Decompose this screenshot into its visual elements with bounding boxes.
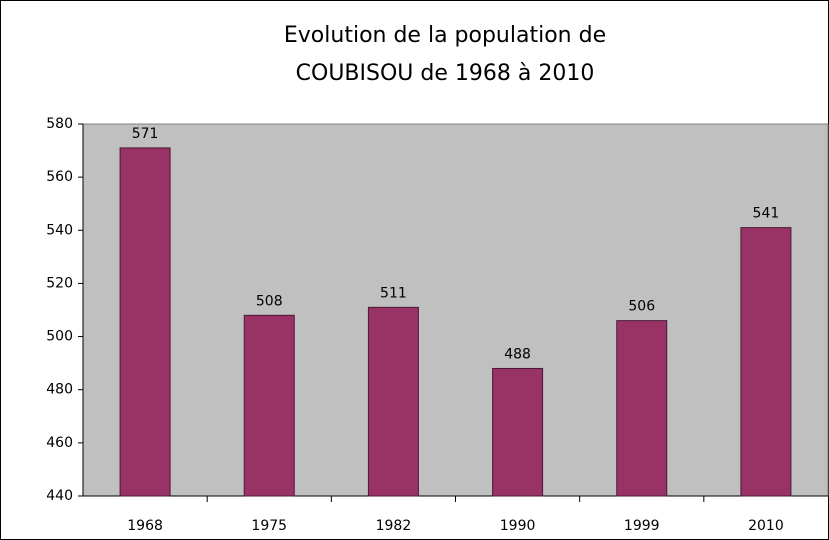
chart-title: Evolution de la population de: [284, 23, 606, 48]
y-tick-label: 560: [46, 169, 73, 185]
data-label: 541: [753, 206, 780, 222]
plot-area: [82, 123, 829, 497]
data-label: 506: [628, 299, 655, 315]
y-tick-label: 580: [46, 116, 73, 132]
y-tick-label: 460: [46, 435, 73, 451]
y-tick-label: 540: [46, 222, 73, 238]
x-tick-label: 1968: [127, 518, 163, 534]
x-tick-label: 1975: [251, 518, 287, 534]
x-tick-label: 2010: [748, 518, 784, 534]
x-tick-label: 1982: [376, 518, 412, 534]
bar: [740, 227, 792, 497]
data-label: 508: [256, 293, 283, 309]
bar: [243, 314, 295, 497]
y-tick-label: 500: [46, 329, 73, 345]
data-label: 488: [504, 346, 531, 362]
x-tick-label: 1990: [500, 518, 536, 534]
bar: [367, 306, 419, 497]
data-label: 511: [380, 285, 407, 301]
bar: [492, 367, 544, 497]
y-tick-label: 480: [46, 382, 73, 398]
x-tick-label: 1999: [624, 518, 660, 534]
data-label: 571: [132, 126, 159, 142]
bar: [119, 147, 171, 497]
chart-title: COUBISOU de 1968 à 2010: [296, 61, 595, 86]
y-tick-label: 440: [46, 488, 73, 504]
bar: [616, 320, 668, 497]
y-tick-label: 520: [46, 275, 73, 291]
